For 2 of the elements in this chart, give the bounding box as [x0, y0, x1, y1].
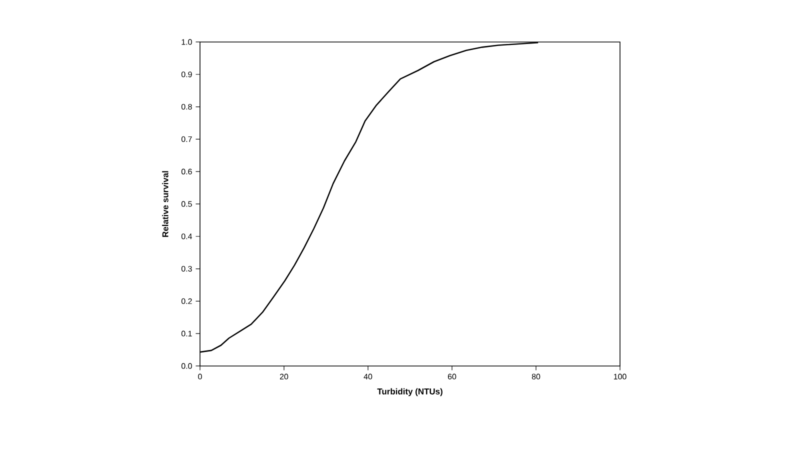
y-axis-title: Relative survival	[162, 171, 168, 237]
x-axis-title: Turbidity (NTUs)	[377, 388, 442, 396]
